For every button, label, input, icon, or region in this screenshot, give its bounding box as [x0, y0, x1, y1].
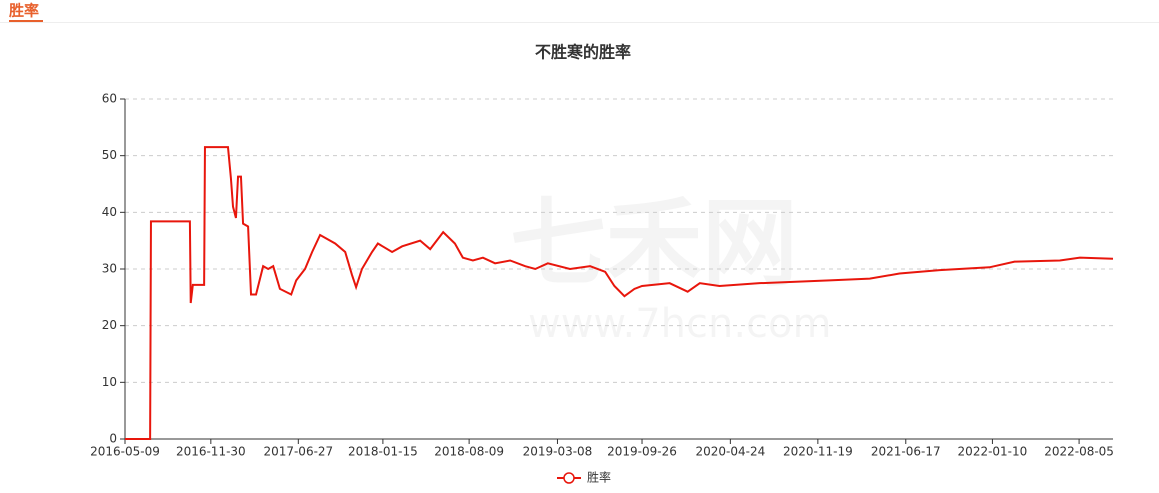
y-tick-label: 20	[102, 318, 117, 332]
x-tick-label: 2021-06-17	[871, 445, 941, 459]
legend-label: 胜率	[587, 470, 611, 485]
watermark-brand: 七禾网	[510, 187, 798, 299]
x-tick-label: 2019-09-26	[607, 445, 677, 459]
x-tick-label: 2018-08-09	[434, 445, 504, 459]
y-tick-label: 30	[102, 262, 117, 276]
y-tick-label: 10	[102, 375, 117, 389]
x-tick-label: 2016-11-30	[176, 445, 246, 459]
y-tick-label: 50	[102, 148, 117, 162]
y-tick-label: 40	[102, 205, 117, 219]
x-tick-label: 2020-04-24	[695, 445, 765, 459]
tab-underline	[9, 20, 43, 22]
x-tick-label: 2018-01-15	[348, 445, 418, 459]
x-tick-label: 2016-05-09	[90, 445, 160, 459]
x-tick-label: 2019-03-08	[523, 445, 593, 459]
line	[125, 146, 1114, 440]
y-tick-label: 0	[109, 432, 117, 446]
chart-title: 不胜寒的胜率	[535, 43, 631, 62]
x-tick-label: 2017-06-27	[263, 445, 333, 459]
watermark-url: www.7hcn.com	[528, 301, 831, 347]
tab[interactable]: 胜率	[9, 2, 39, 20]
x-tick-label: 2022-08-05	[1044, 445, 1114, 459]
x-tick-label: 2020-11-19	[783, 445, 853, 459]
y-tick-label: 60	[102, 92, 117, 106]
x-tick-label: 2022-01-10	[958, 445, 1028, 459]
legend-marker	[563, 472, 575, 484]
